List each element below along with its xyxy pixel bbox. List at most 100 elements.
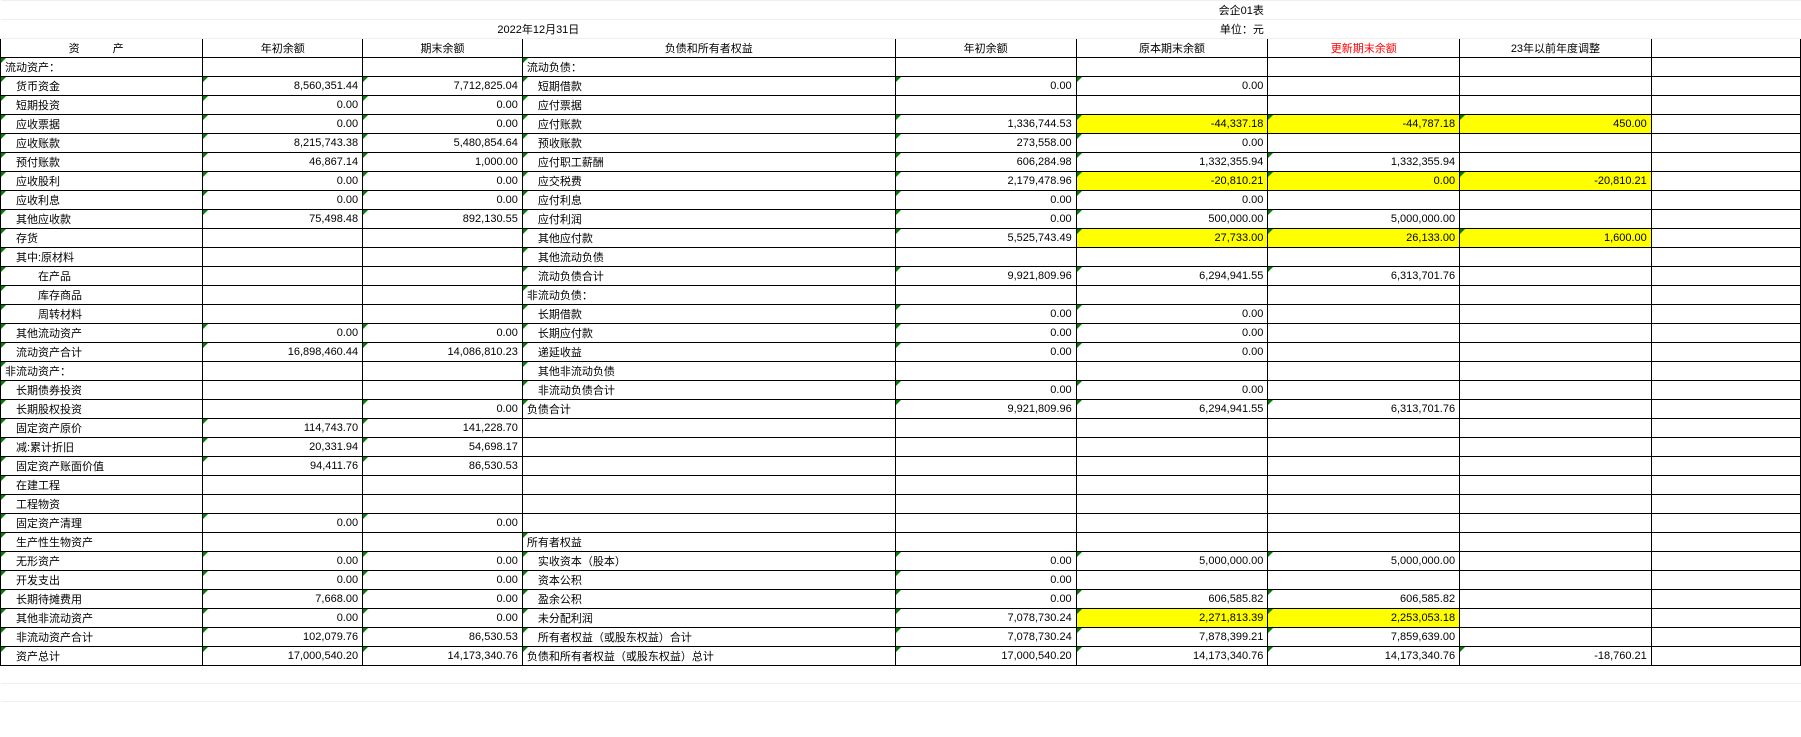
orig-end [1076, 533, 1268, 552]
asset-name: 其他流动资产 [1, 324, 203, 343]
liab-begin: 0.00 [895, 210, 1076, 229]
asset-begin: 0.00 [203, 324, 363, 343]
asset-end: 0.00 [363, 172, 523, 191]
asset-name: 开发支出 [1, 571, 203, 590]
updated-end: 2,253,053.18 [1268, 609, 1460, 628]
blank-cell [203, 666, 363, 684]
liab-begin: 606,284.98 [895, 153, 1076, 172]
asset-name: 其他应收款 [1, 210, 203, 229]
updated-end: 14,173,340.76 [1268, 647, 1460, 666]
orig-end: 0.00 [1076, 324, 1268, 343]
col-liab-equity: 负债和所有者权益 [522, 39, 895, 58]
updated-end [1268, 533, 1460, 552]
orig-end: 7,878,399.21 [1076, 628, 1268, 647]
col-updated-end-balance: 更新期末余额 [1268, 39, 1460, 58]
updated-end [1268, 476, 1460, 495]
asset-begin: 16,898,460.44 [203, 343, 363, 362]
asset-name: 非流动资产合计 [1, 628, 203, 647]
blank-cell [1651, 286, 1800, 305]
col-begin-balance: 年初余额 [203, 39, 363, 58]
prior-adj [1460, 476, 1652, 495]
blank-cell [363, 666, 523, 684]
liab-name: 递延收益 [522, 343, 895, 362]
blank-cell [1651, 362, 1800, 381]
asset-begin: 8,560,351.44 [203, 77, 363, 96]
asset-begin: 0.00 [203, 514, 363, 533]
updated-end [1268, 191, 1460, 210]
table-row: 固定资产原价114,743.70141,228.70 [1, 419, 1801, 438]
prior-adj [1460, 248, 1652, 267]
asset-end [363, 229, 523, 248]
blank-cell [522, 684, 895, 702]
blank-cell [1651, 191, 1800, 210]
orig-end: 500,000.00 [1076, 210, 1268, 229]
liab-begin: 0.00 [895, 590, 1076, 609]
blank-cell [1651, 533, 1800, 552]
orig-end [1076, 495, 1268, 514]
updated-end [1268, 58, 1460, 77]
asset-begin: 7,668.00 [203, 590, 363, 609]
liab-name: 长期借款 [522, 305, 895, 324]
asset-end [363, 362, 523, 381]
liab-begin [895, 58, 1076, 77]
asset-end [363, 495, 523, 514]
blank-cell [1268, 666, 1460, 684]
prior-adj: -18,760.21 [1460, 647, 1652, 666]
orig-end [1076, 419, 1268, 438]
asset-begin [203, 286, 363, 305]
blank-cell [1651, 552, 1800, 571]
liab-name: 预收账款 [522, 134, 895, 153]
blank-cell [1460, 684, 1652, 702]
liab-begin [895, 533, 1076, 552]
asset-begin [203, 305, 363, 324]
blank-cell [203, 1, 363, 20]
table-row: 库存商品非流动负债： [1, 286, 1801, 305]
asset-end: 0.00 [363, 96, 523, 115]
asset-end [363, 267, 523, 286]
asset-begin [203, 400, 363, 419]
col-assets: 资 产 [1, 39, 203, 58]
orig-end [1076, 248, 1268, 267]
asset-name: 短期投资 [1, 96, 203, 115]
blank-cell [1651, 343, 1800, 362]
balance-sheet-table: 会企01表2022年12月31日单位：元资 产年初余额期末余额负债和所有者权益年… [0, 0, 1801, 702]
updated-end [1268, 381, 1460, 400]
asset-end: 0.00 [363, 324, 523, 343]
liab-name: 其他流动负债 [522, 248, 895, 267]
prior-adj: 450.00 [1460, 115, 1652, 134]
report-date: 2022年12月31日 [1, 20, 1077, 39]
liab-begin [895, 438, 1076, 457]
asset-end: 0.00 [363, 609, 523, 628]
asset-name: 其中:原材料 [1, 248, 203, 267]
liab-name: 所有者权益 [522, 533, 895, 552]
blank-cell [895, 1, 1076, 20]
prior-adj [1460, 590, 1652, 609]
liab-name: 未分配利润 [522, 609, 895, 628]
liab-begin: 5,525,743.49 [895, 229, 1076, 248]
table-row: 流动资产：流动负债： [1, 58, 1801, 77]
blank-cell [1460, 666, 1652, 684]
updated-end [1268, 457, 1460, 476]
orig-end [1076, 476, 1268, 495]
updated-end [1268, 134, 1460, 153]
asset-name: 固定资产账面价值 [1, 457, 203, 476]
asset-name: 在建工程 [1, 476, 203, 495]
table-row: 应收利息0.000.00 应付利息0.000.00 [1, 191, 1801, 210]
asset-end [363, 58, 523, 77]
updated-end: 1,332,355.94 [1268, 153, 1460, 172]
col-begin-balance-2: 年初余额 [895, 39, 1076, 58]
asset-begin [203, 267, 363, 286]
orig-end [1076, 286, 1268, 305]
orig-end: 0.00 [1076, 381, 1268, 400]
blank-cell [1651, 248, 1800, 267]
blank-cell [1651, 684, 1800, 702]
orig-end: -44,337.18 [1076, 115, 1268, 134]
asset-begin [203, 495, 363, 514]
table-row: 短期投资0.000.00 应付票据 [1, 96, 1801, 115]
prior-adj [1460, 495, 1652, 514]
orig-end: 0.00 [1076, 305, 1268, 324]
prior-adj [1460, 628, 1652, 647]
asset-end [363, 286, 523, 305]
liab-name: 资本公积 [522, 571, 895, 590]
liab-name: 流动负债： [522, 58, 895, 77]
